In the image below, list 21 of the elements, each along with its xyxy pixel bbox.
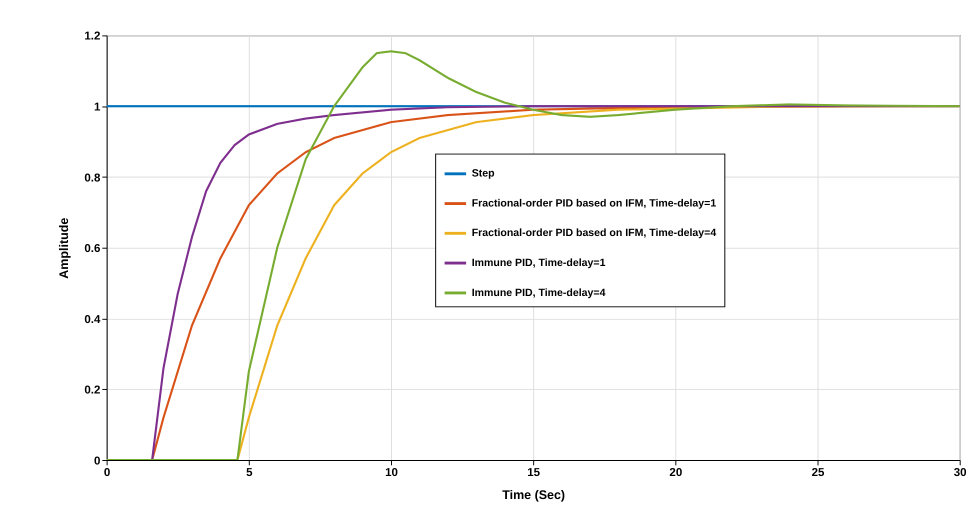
legend-label: Immune PID, Time-delay=4 [472, 286, 606, 299]
y-axis-title: Amplitude [57, 218, 72, 279]
legend-label: Step [472, 168, 496, 180]
y-tick-label: 0.2 [84, 384, 100, 397]
y-tick-label: 0 [94, 455, 100, 468]
x-axis-title: Time (Sec) [502, 488, 566, 502]
y-tick-label: 0.4 [84, 314, 101, 326]
legend-label: Fractional-order PID based on IFM, Time-delay=1 [472, 197, 716, 210]
y-tick-label: 0.6 [84, 243, 100, 256]
y-tick-label: 1 [94, 102, 101, 114]
x-tick-label: 0 [104, 466, 110, 479]
x-tick-label: 25 [812, 466, 826, 479]
legend-label: Fractional-order PID based on IFM, Time-delay=4 [472, 227, 716, 240]
x-tick-label: 20 [669, 466, 682, 479]
x-tick-label: 15 [527, 466, 541, 479]
legend-label: Immune PID, Time-delay=1 [472, 256, 606, 269]
x-tick-label: 5 [246, 466, 254, 479]
y-tick-label: 0.8 [84, 172, 101, 184]
x-tick-label: 10 [385, 466, 398, 479]
x-tick-label: 30 [954, 466, 967, 479]
y-tick-label: 1.2 [84, 30, 100, 43]
